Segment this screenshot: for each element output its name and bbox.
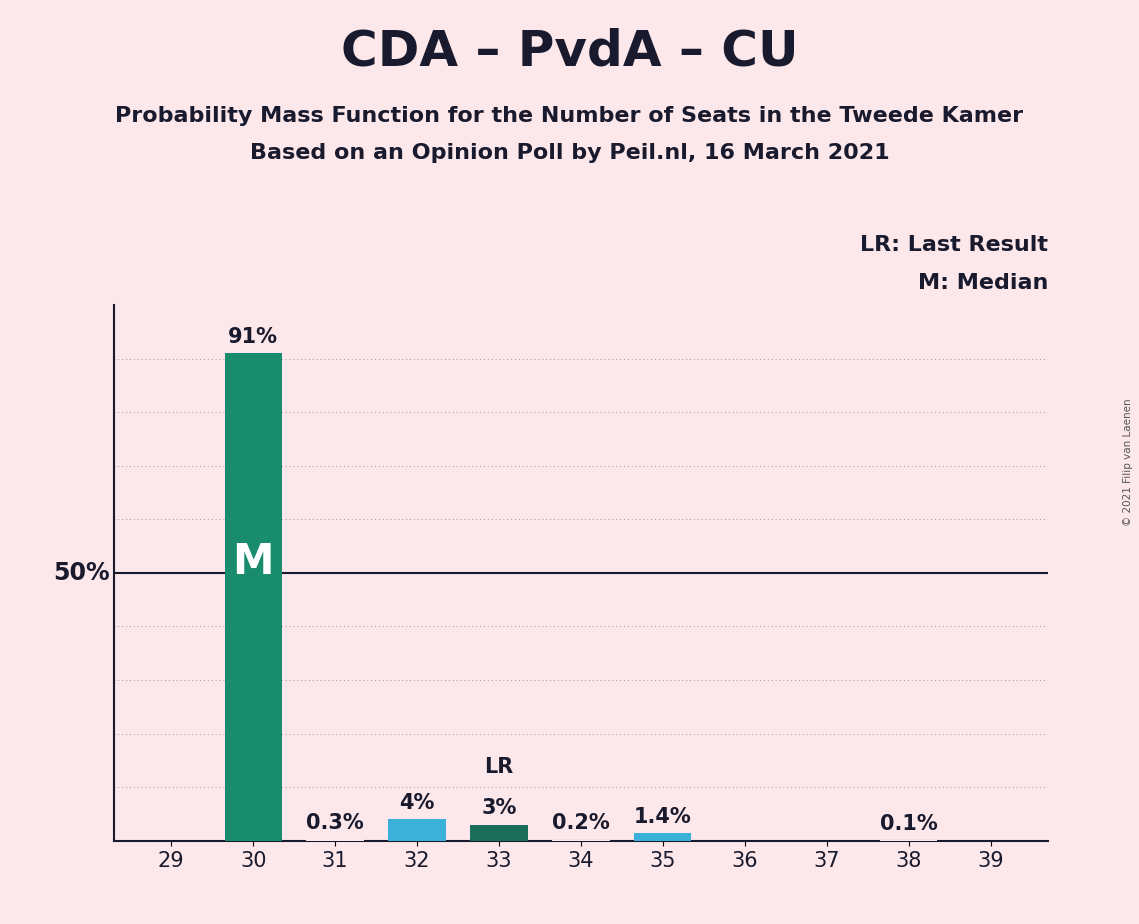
- Bar: [552, 840, 609, 841]
- Text: 91%: 91%: [228, 327, 278, 346]
- Text: LR: Last Result: LR: Last Result: [860, 236, 1048, 255]
- Bar: [470, 825, 527, 841]
- Bar: [388, 820, 445, 841]
- Text: Probability Mass Function for the Number of Seats in the Tweede Kamer: Probability Mass Function for the Number…: [115, 106, 1024, 127]
- Text: 4%: 4%: [400, 793, 435, 813]
- Text: CDA – PvdA – CU: CDA – PvdA – CU: [341, 28, 798, 76]
- Text: 3%: 3%: [482, 798, 517, 819]
- Bar: [634, 833, 691, 841]
- Text: 0.3%: 0.3%: [306, 813, 364, 833]
- Text: M: Median: M: Median: [918, 273, 1048, 293]
- Text: M: M: [232, 541, 273, 583]
- Text: 50%: 50%: [54, 561, 109, 585]
- Text: 1.4%: 1.4%: [634, 807, 691, 827]
- Text: © 2021 Filip van Laenen: © 2021 Filip van Laenen: [1123, 398, 1133, 526]
- Text: 0.1%: 0.1%: [879, 814, 937, 833]
- Bar: [224, 353, 281, 841]
- Bar: [306, 839, 363, 841]
- Text: Based on an Opinion Poll by Peil.nl, 16 March 2021: Based on an Opinion Poll by Peil.nl, 16 …: [249, 143, 890, 164]
- Text: LR: LR: [484, 757, 514, 776]
- Text: 0.2%: 0.2%: [552, 813, 609, 833]
